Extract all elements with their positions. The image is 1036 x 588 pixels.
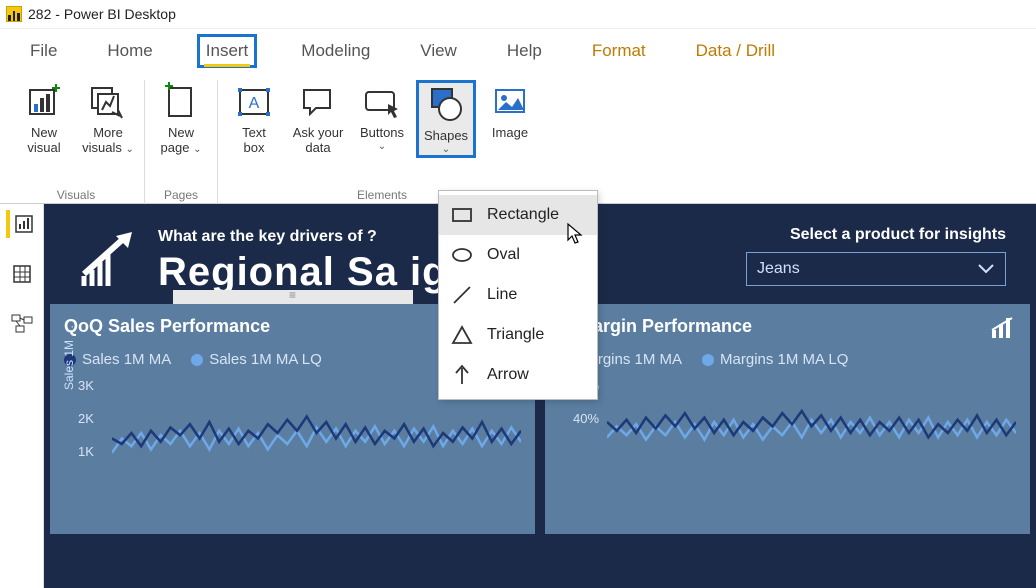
- bar-chart-icon: [990, 316, 1018, 340]
- report-view-icon[interactable]: [6, 210, 34, 238]
- menu-modeling[interactable]: Modeling: [295, 37, 376, 65]
- menu-format[interactable]: Format: [586, 37, 652, 65]
- triangle-icon: [451, 324, 473, 346]
- ribbon-shapes-button[interactable]: Shapes⌄: [416, 80, 476, 158]
- line-icon: [451, 284, 473, 306]
- menu-file[interactable]: File: [24, 37, 63, 65]
- legend: Margins 1M MA Margins 1M MA LQ: [559, 351, 1016, 368]
- menu-bar: File Home Insert Modeling View Help Format Data…: [0, 28, 1036, 72]
- menu-view[interactable]: View: [414, 37, 463, 65]
- panel-title: Q Margin Performance: [559, 316, 1016, 337]
- rectangle-icon: [451, 204, 473, 226]
- menu-help[interactable]: Help: [501, 37, 548, 65]
- shape-item-label: Oval: [487, 246, 520, 264]
- window-title: 282 - Power BI Desktop: [28, 6, 176, 22]
- model-view-icon[interactable]: [8, 310, 36, 338]
- shape-item-label: Triangle: [487, 326, 544, 344]
- ribbon-group-label: Pages: [164, 188, 198, 202]
- menu-data-drill[interactable]: Data / Drill: [690, 37, 781, 65]
- menu-insert[interactable]: Insert: [197, 34, 258, 68]
- new-page-icon: [161, 82, 201, 122]
- ribbon-ask-your-data-button[interactable]: Ask yourdata: [288, 80, 348, 158]
- menu-home[interactable]: Home: [101, 37, 158, 65]
- ribbon-new-visual-button[interactable]: Newvisual: [14, 80, 74, 156]
- y-ticks: 3K2K1K: [78, 378, 94, 459]
- y-axis-label: Sales 1M …: [62, 325, 76, 390]
- ribbon-image-button[interactable]: Image: [480, 80, 540, 158]
- product-select-label: Select a product for insights: [746, 226, 1006, 244]
- growth-arrow-icon: [74, 226, 144, 296]
- shape-arrow-item[interactable]: Arrow: [439, 355, 597, 395]
- ribbon-group-label: Visuals: [57, 188, 95, 202]
- arrow-icon: [451, 364, 473, 386]
- panel-handle[interactable]: [173, 290, 413, 304]
- ribbon: NewvisualMorevisuals ⌄ Visuals Newpage ⌄ Pa…: [0, 72, 1036, 204]
- margin-performance-panel[interactable]: Q Margin Performance Margins 1M MA Margi…: [545, 304, 1030, 534]
- view-rail: [0, 204, 44, 588]
- product-dropdown[interactable]: Jeans: [746, 252, 1006, 286]
- powerbi-logo: [6, 6, 22, 22]
- text-box-icon: A: [234, 82, 274, 122]
- image-icon: [490, 82, 530, 122]
- shape-triangle-item[interactable]: Triangle: [439, 315, 597, 355]
- ribbon-buttons-button[interactable]: Buttons⌄: [352, 80, 412, 158]
- oval-icon: [451, 244, 473, 266]
- product-dropdown-value: Jeans: [757, 260, 800, 278]
- data-view-icon[interactable]: [8, 260, 36, 288]
- legend-dot: [702, 354, 714, 366]
- shape-line-item[interactable]: Line: [439, 275, 597, 315]
- title-bar: 282 - Power BI Desktop: [0, 0, 1036, 28]
- svg-text:A: A: [249, 95, 260, 112]
- shape-item-label: Arrow: [487, 366, 529, 384]
- shapes-icon: [426, 85, 466, 125]
- chevron-down-icon: [977, 263, 995, 275]
- legend-dot: [191, 354, 203, 366]
- new-visual-icon: [24, 82, 64, 122]
- ribbon-group-label: Elements: [357, 188, 407, 202]
- mouse-cursor: [566, 222, 586, 246]
- ribbon-text-box-button[interactable]: ATextbox: [224, 80, 284, 158]
- ribbon-new-page-button[interactable]: Newpage ⌄: [151, 80, 211, 156]
- shape-item-label: Line: [487, 286, 517, 304]
- ask-your-data-icon: [298, 82, 338, 122]
- more-visuals-icon: [88, 82, 128, 122]
- shape-item-label: Rectangle: [487, 206, 559, 224]
- ribbon-more-visuals-button[interactable]: Morevisuals ⌄: [78, 80, 138, 156]
- buttons-icon: [362, 82, 402, 122]
- line-chart: Margins 1M … 50%40%: [559, 378, 1016, 488]
